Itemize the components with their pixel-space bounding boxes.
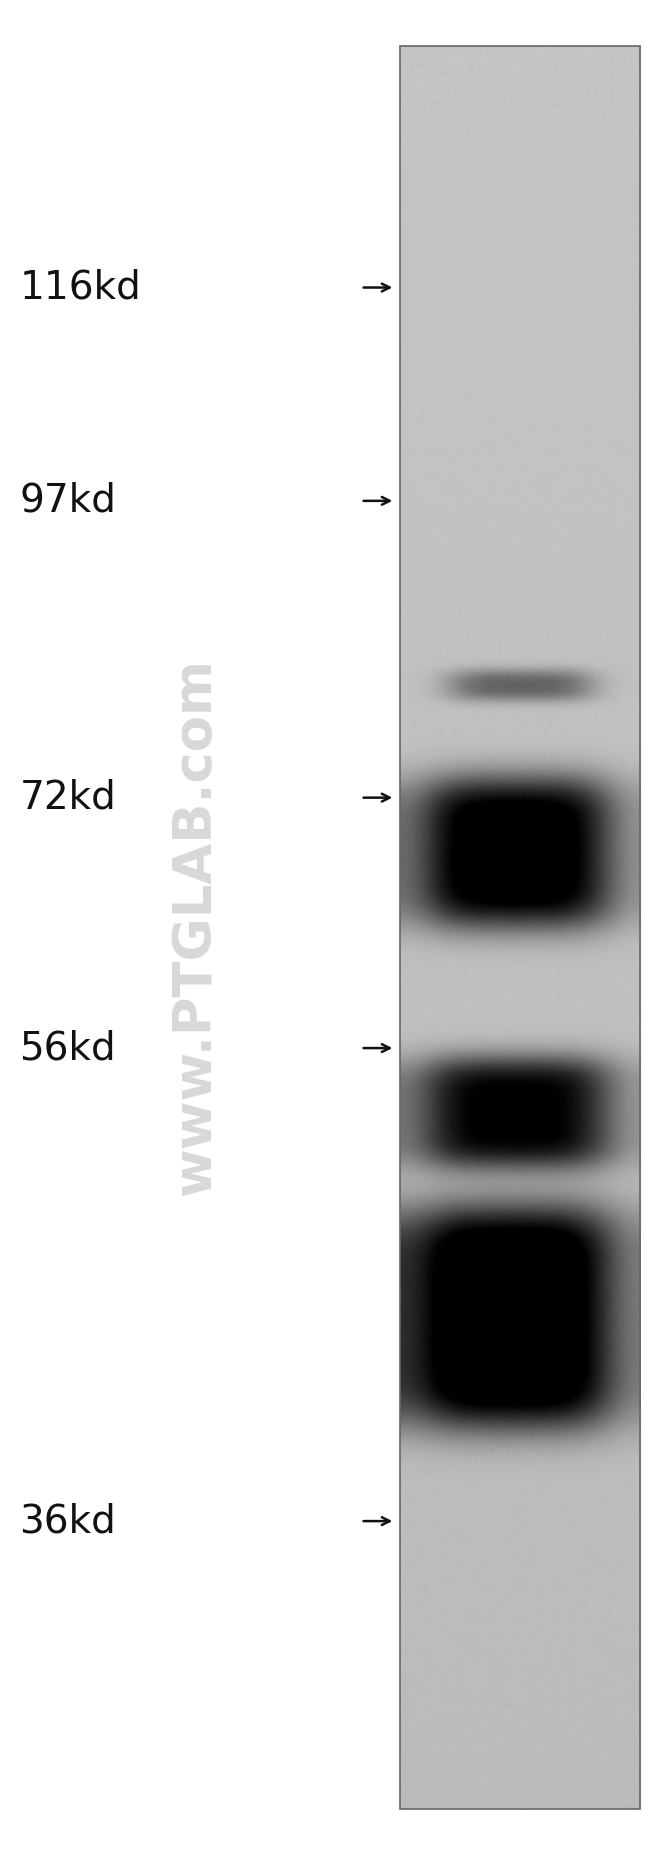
Text: www.PTGLAB.com: www.PTGLAB.com (169, 659, 221, 1196)
Text: 36kd: 36kd (20, 1503, 116, 1540)
Text: 56kd: 56kd (20, 1030, 116, 1067)
Text: 97kd: 97kd (20, 482, 116, 519)
Text: 116kd: 116kd (20, 269, 141, 306)
Text: 72kd: 72kd (20, 779, 116, 816)
Bar (400, 46, 640, 1809)
